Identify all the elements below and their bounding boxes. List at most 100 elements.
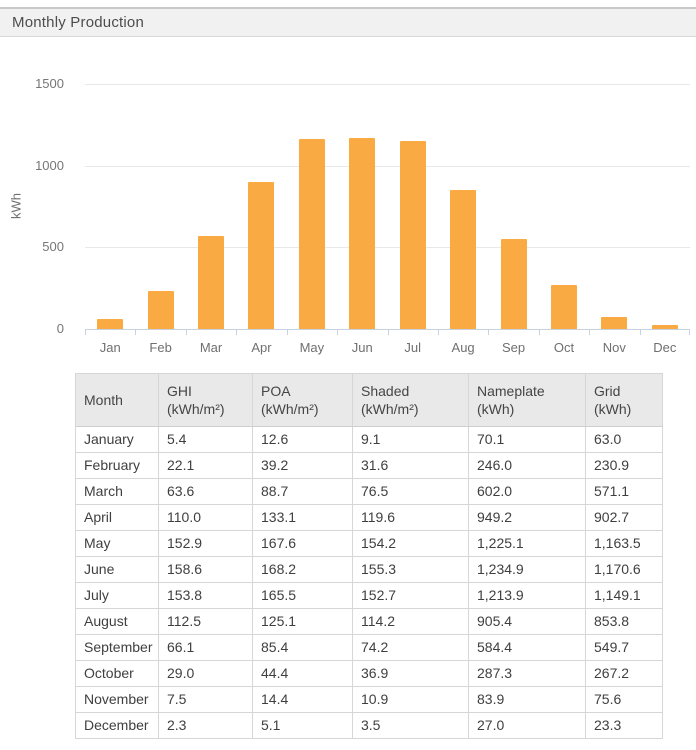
bar-sep[interactable] (500, 239, 527, 329)
value-cell: 85.4 (252, 634, 353, 661)
value-cell: 853.8 (585, 608, 663, 635)
value-cell: 39.2 (252, 452, 353, 479)
y-tick-label: 1500 (35, 76, 64, 91)
value-cell: 70.1 (468, 426, 586, 453)
month-cell: August (75, 608, 159, 635)
bar-jun[interactable] (349, 137, 376, 329)
table-row: July 153.8 165.5 152.7 1,213.9 1,149.1 (75, 582, 663, 609)
value-cell: 158.6 (158, 556, 253, 583)
value-cell: 76.5 (352, 478, 469, 505)
x-tick-mark (337, 329, 339, 335)
x-label-jul: Jul (404, 340, 422, 355)
x-tick-mark (538, 329, 540, 335)
production-bar-chart: kWh 0 500 1000 1500 Jan Feb Mar Apr May Jun Jul Au… (0, 40, 696, 370)
value-cell: 549.7 (585, 634, 663, 661)
bar-mar[interactable] (198, 235, 225, 329)
bar-apr[interactable] (248, 181, 275, 329)
x-label-apr: Apr (251, 340, 272, 355)
table-header: Month GHI (kWh/m²) POA (kWh/m²) Shaded (kWh/m²… (75, 373, 663, 427)
x-tick-mark (589, 329, 591, 335)
value-cell: 230.9 (585, 452, 663, 479)
x-label-aug: Aug (451, 340, 475, 355)
value-cell: 10.9 (352, 686, 469, 713)
month-cell: June (75, 556, 159, 583)
table-row: May 152.9 167.6 154.2 1,225.1 1,163.5 (75, 530, 663, 557)
bar-aug[interactable] (450, 189, 477, 329)
monthly-production-table: Month GHI (kWh/m²) POA (kWh/m²) Shaded (kWh/m²… (75, 373, 663, 739)
value-cell: 1,170.6 (585, 556, 663, 583)
table-row: June 158.6 168.2 155.3 1,234.9 1,170.6 (75, 556, 663, 583)
x-label-nov: Nov (602, 340, 626, 355)
x-tick-mark (639, 329, 641, 335)
column-header-grid: Grid (kWh) (585, 373, 663, 427)
month-cell: September (75, 634, 159, 661)
x-label-may: May (299, 340, 325, 355)
table-row: August 112.5 125.1 114.2 905.4 853.8 (75, 608, 663, 635)
x-label-oct: Oct (553, 340, 575, 355)
bar-jul[interactable] (399, 141, 426, 329)
month-cell: January (75, 426, 159, 453)
value-cell: 119.6 (352, 504, 469, 531)
y-axis-tick-labels: 0 500 1000 1500 (0, 40, 64, 370)
x-tick-mark (689, 329, 690, 335)
x-label-jan: Jan (99, 340, 121, 355)
value-cell: 125.1 (252, 608, 353, 635)
value-cell: 167.6 (252, 530, 353, 557)
month-cell: October (75, 660, 159, 687)
month-cell: December (75, 712, 159, 739)
column-header-poa: POA (kWh/m²) (252, 373, 353, 427)
bar-feb[interactable] (147, 291, 174, 329)
table-row: September 66.1 85.4 74.2 584.4 549.7 (75, 634, 663, 661)
bar-jan[interactable] (97, 318, 124, 329)
x-tick-mark (286, 329, 288, 335)
bar-may[interactable] (298, 138, 325, 329)
column-header-shaded: Shaded (kWh/m²) (352, 373, 469, 427)
value-cell: 152.7 (352, 582, 469, 609)
value-cell: 1,163.5 (585, 530, 663, 557)
value-cell: 31.6 (352, 452, 469, 479)
table-row: April 110.0 133.1 119.6 949.2 902.7 (75, 504, 663, 531)
x-tick-mark (236, 329, 238, 335)
month-cell: November (75, 686, 159, 713)
value-cell: 133.1 (252, 504, 353, 531)
value-cell: 12.6 (252, 426, 353, 453)
value-cell: 246.0 (468, 452, 586, 479)
x-tick-mark (185, 329, 187, 335)
x-label-mar: Mar (199, 340, 223, 355)
value-cell: 153.8 (158, 582, 253, 609)
bar-dec[interactable] (651, 325, 678, 329)
value-cell: 36.9 (352, 660, 469, 687)
value-cell: 114.2 (352, 608, 469, 635)
y-tick-label: 0 (56, 321, 64, 336)
value-cell: 14.4 (252, 686, 353, 713)
value-cell: 1,234.9 (468, 556, 586, 583)
value-cell: 165.5 (252, 582, 353, 609)
x-tick-mark (85, 329, 86, 335)
value-cell: 949.2 (468, 504, 586, 531)
value-cell: 7.5 (158, 686, 253, 713)
value-cell: 902.7 (585, 504, 663, 531)
value-cell: 44.4 (252, 660, 353, 687)
value-cell: 112.5 (158, 608, 253, 635)
value-cell: 3.5 (352, 712, 469, 739)
value-cell: 74.2 (352, 634, 469, 661)
value-cell: 154.2 (352, 530, 469, 557)
value-cell: 155.3 (352, 556, 469, 583)
value-cell: 75.6 (585, 686, 663, 713)
value-cell: 5.1 (252, 712, 353, 739)
month-cell: February (75, 452, 159, 479)
value-cell: 22.1 (158, 452, 253, 479)
value-cell: 88.7 (252, 478, 353, 505)
column-header-nameplate: Nameplate (kWh) (468, 373, 586, 427)
gridline (85, 84, 690, 85)
x-tick-mark (437, 329, 439, 335)
gridline (85, 165, 690, 167)
bar-oct[interactable] (550, 285, 577, 329)
value-cell: 287.3 (468, 660, 586, 687)
x-tick-mark (488, 329, 490, 335)
month-cell: April (75, 504, 159, 531)
value-cell: 110.0 (158, 504, 253, 531)
value-cell: 905.4 (468, 608, 586, 635)
bar-nov[interactable] (601, 316, 628, 329)
table-body: January 5.4 12.6 9.1 70.1 63.0 February 22.1 39.… (75, 426, 663, 739)
